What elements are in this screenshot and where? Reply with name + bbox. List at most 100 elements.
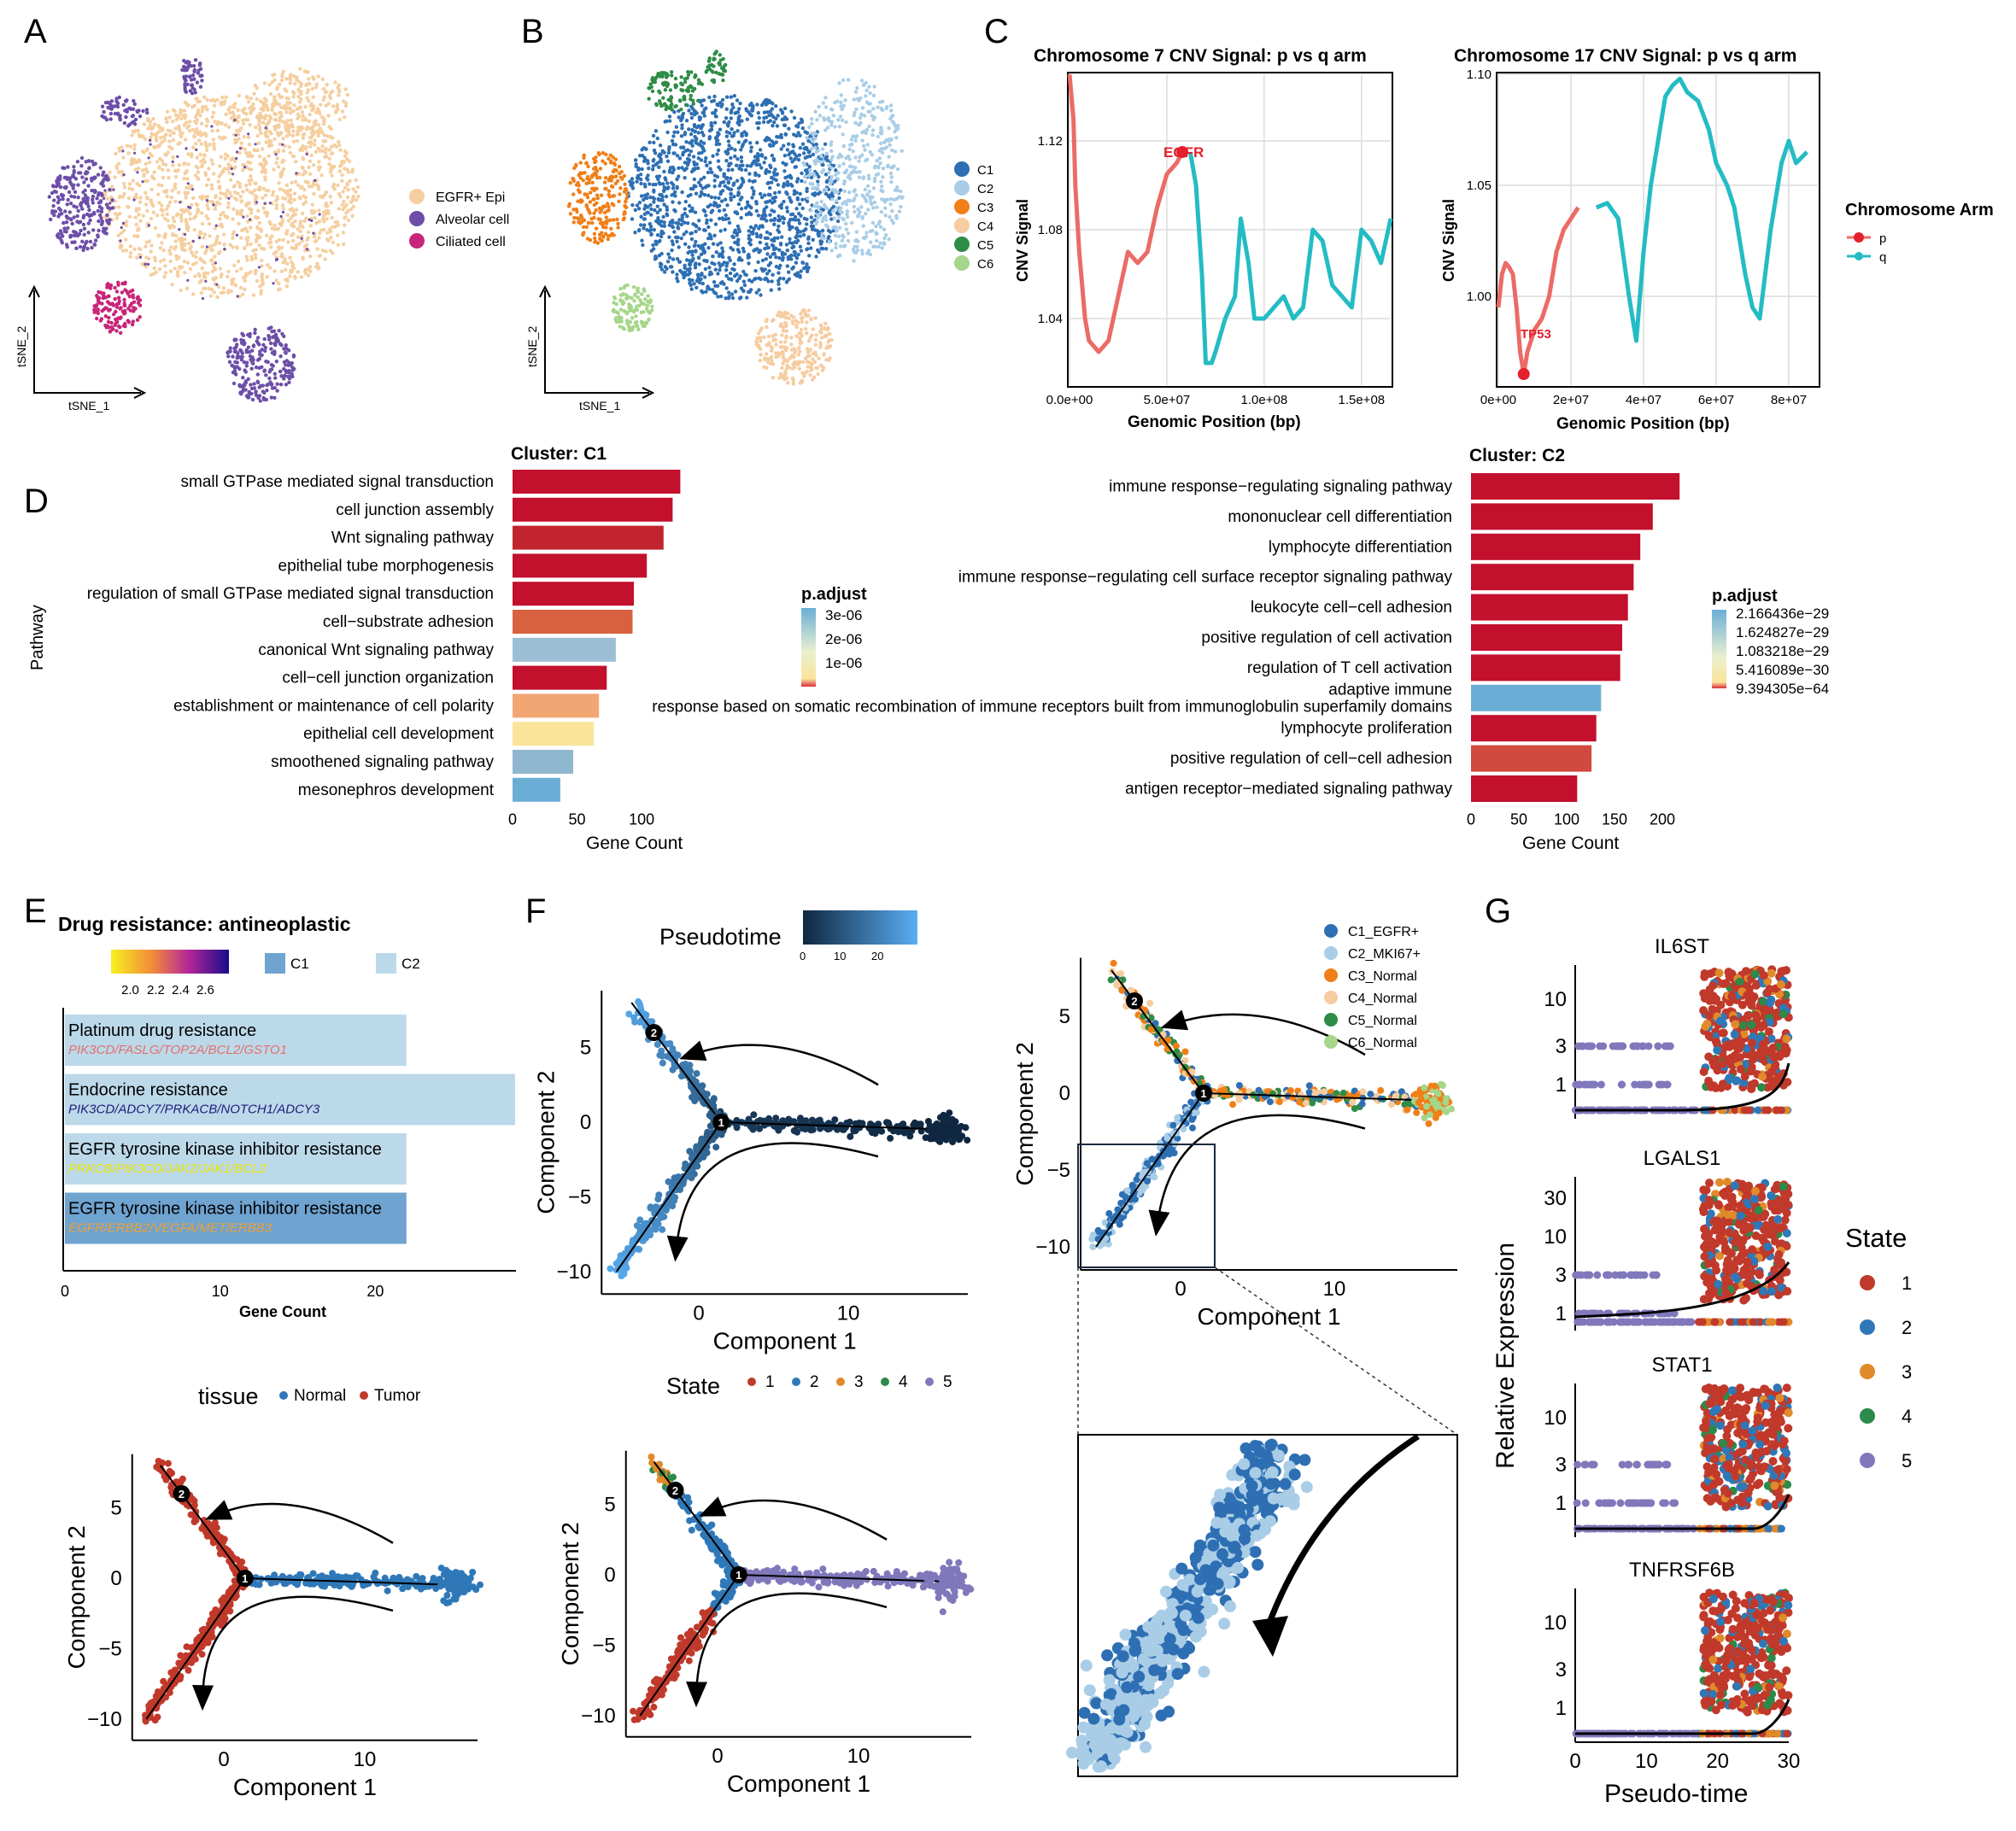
- epi-cell-dot: [196, 170, 201, 174]
- epi-cell-dot: [144, 265, 149, 269]
- epi-cell-dot: [329, 201, 334, 205]
- epi-cell-dot: [299, 275, 304, 279]
- c1-cell-dot: [758, 240, 762, 245]
- c1-cell-dot: [639, 223, 643, 227]
- c1-cell-dot: [735, 157, 740, 161]
- ciliated-cell-dot: [126, 319, 130, 323]
- alveolar-cell-dot: [130, 120, 135, 125]
- epi-cell-dot: [324, 190, 329, 195]
- c1-cell-dot: [783, 162, 788, 167]
- c1-cell-dot: [710, 260, 714, 266]
- c1-cell-dot: [748, 112, 753, 117]
- alveolar-cell-dot: [189, 63, 193, 68]
- epi-cell-dot: [233, 283, 238, 288]
- c2-cell-dot: [861, 143, 866, 149]
- epi-cell-dot: [184, 120, 189, 125]
- c1-cell-dot: [805, 186, 809, 191]
- c1-cell-dot: [652, 200, 656, 204]
- c1-cell-dot: [764, 102, 768, 107]
- epi-cell-dot: [330, 215, 334, 219]
- c1-cell-dot: [739, 207, 744, 211]
- epi-cell-dot: [225, 195, 229, 199]
- epi-cell-dot: [200, 221, 205, 226]
- c4-cell-dot: [765, 352, 769, 356]
- c1-cell-dot: [688, 266, 692, 271]
- panel-a-legend: EGFR+ Epi Alveolar cell Ciliated cell: [409, 189, 509, 249]
- c4-cell-dot: [791, 378, 795, 383]
- c1-cell-dot: [745, 117, 749, 121]
- epi-cell-dot: [343, 223, 347, 227]
- c2-cell-dot: [878, 225, 883, 229]
- epi-cell-dot: [241, 190, 245, 194]
- epi-cell-dot: [273, 73, 277, 77]
- c1-cell-dot: [718, 127, 723, 132]
- epi-cell-dot: [355, 197, 359, 202]
- alveolar-cell-dot: [247, 392, 251, 396]
- epi-cell-dot: [270, 108, 274, 113]
- c1-cell-dot: [713, 222, 718, 226]
- epi-cell-dot: [138, 200, 143, 204]
- c5-cell-dot: [673, 104, 677, 109]
- epi-cell-dot: [326, 114, 331, 118]
- c4-cell-dot: [812, 360, 818, 365]
- c5-cell-dot: [679, 81, 683, 85]
- c1-cell-dot: [748, 141, 753, 145]
- c2-cell-dot: [857, 175, 862, 179]
- c1-cell-dot: [658, 152, 662, 156]
- c1-cell-dot: [648, 225, 653, 229]
- alveolar-cell-dot: [83, 193, 88, 197]
- alveolar-cell-dot: [91, 194, 96, 199]
- c1-cell-dot: [652, 190, 656, 194]
- epi-cell-dot: [224, 112, 228, 117]
- c1-cell-dot: [664, 178, 668, 182]
- epi-cell-dot: [214, 242, 218, 246]
- c1-cell-dot: [828, 208, 832, 214]
- c1-cell-dot: [677, 201, 682, 205]
- epi-cell-dot: [183, 271, 187, 275]
- epi-cell-dot: [126, 196, 132, 201]
- c5-cell-dot: [668, 88, 673, 92]
- epi-cell-dot: [316, 187, 321, 191]
- epi-cell-dot: [343, 185, 348, 190]
- c1-cell-dot: [786, 182, 790, 187]
- alveolar-cell-dot: [300, 237, 303, 240]
- epi-cell-dot: [194, 214, 198, 219]
- c1-cell-dot: [777, 190, 782, 195]
- epi-cell-dot: [284, 96, 290, 101]
- epi-cell-dot: [301, 114, 305, 119]
- epi-cell-dot: [318, 231, 322, 235]
- c1-cell-dot: [665, 208, 670, 212]
- epi-cell-dot: [166, 128, 171, 132]
- c2-cell-dot: [884, 137, 888, 143]
- c3-cell-dot: [590, 180, 595, 184]
- c1-cell-dot: [755, 234, 759, 239]
- epi-cell-dot: [163, 271, 168, 275]
- c1-cell-dot: [742, 283, 747, 288]
- alveolar-cell-dot: [205, 199, 209, 202]
- epi-cell-dot: [205, 97, 209, 102]
- c1-cell-dot: [643, 184, 648, 189]
- epi-cell-dot: [290, 133, 296, 137]
- panel-letter-b: B: [521, 13, 544, 50]
- c1-cell-dot: [732, 262, 736, 266]
- c2-cell-dot: [853, 166, 858, 170]
- c1-cell-dot: [675, 272, 679, 277]
- c1-cell-dot: [782, 277, 786, 281]
- epi-cell-dot: [310, 86, 314, 91]
- epi-cell-dot: [200, 108, 205, 112]
- epi-cell-dot: [292, 91, 296, 96]
- epi-cell-dot: [335, 219, 339, 225]
- alveolar-cell-dot: [192, 69, 196, 74]
- c1-cell-dot: [681, 145, 686, 149]
- c1-cell-dot: [730, 134, 735, 138]
- alveolar-cell-dot: [274, 153, 278, 156]
- alveolar-cell-dot: [185, 60, 190, 64]
- epi-cell-dot: [205, 108, 209, 112]
- c2-cell-dot: [836, 118, 841, 122]
- epi-cell-dot: [330, 89, 335, 94]
- epi-cell-dot: [274, 278, 278, 283]
- c2-cell-dot: [820, 219, 824, 224]
- epi-cell-dot: [194, 142, 198, 146]
- c1-cell-dot: [765, 272, 770, 276]
- epi-cell-dot: [202, 272, 207, 276]
